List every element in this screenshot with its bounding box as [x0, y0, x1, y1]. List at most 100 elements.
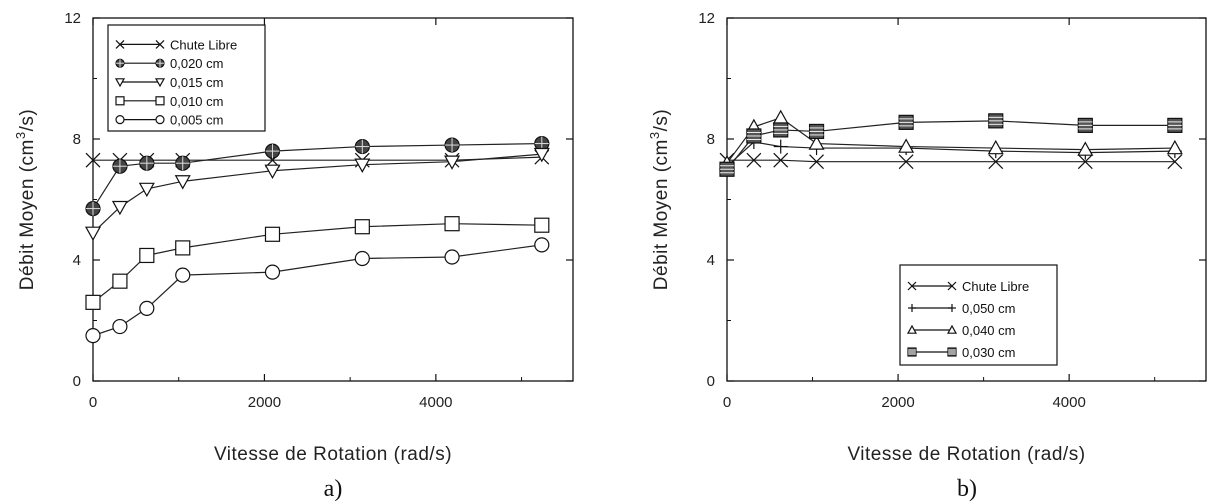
x-stroke [988, 154, 1004, 170]
x-stroke [1167, 154, 1183, 170]
y-tick-label: 12 [698, 10, 715, 27]
data-point [175, 155, 191, 171]
data-point [175, 240, 191, 256]
legend-entry: Chute Libre [170, 37, 237, 52]
data-point [1167, 154, 1183, 170]
triangle-shape [114, 78, 126, 88]
triangle-shape [898, 138, 915, 153]
triangle-shape [174, 175, 191, 190]
data-point [111, 200, 128, 216]
legend-marker [115, 39, 125, 49]
square-shape [264, 226, 281, 242]
triangle-shape [84, 226, 102, 242]
legend-marker [947, 281, 957, 291]
data-point [139, 155, 155, 171]
series-3 [719, 113, 1183, 177]
triangle-shape [444, 155, 461, 170]
legend-entry: Chute Libre [962, 279, 1029, 294]
x-axis-label: Vitesse de Rotation (rad/s) [214, 444, 452, 465]
data-point [772, 109, 789, 125]
x-tick-label: 0 [89, 394, 97, 411]
legend-marker [115, 114, 125, 125]
panel-label: a) [324, 476, 343, 501]
square-shape [175, 240, 191, 256]
x-stroke [809, 154, 824, 170]
triangle-shape [808, 135, 825, 150]
data-point [987, 139, 1004, 155]
data-point [264, 143, 281, 159]
legend-marker [948, 304, 956, 312]
data-point [1077, 117, 1093, 133]
y-tick-label: 4 [707, 252, 715, 269]
data-point [139, 300, 155, 316]
y-tick-label: 12 [64, 10, 81, 27]
triangle-shape [772, 109, 789, 125]
data-point [719, 161, 735, 177]
y-axis-label: Débit Moyen (cm3/s) [13, 109, 38, 290]
circle-shape [444, 249, 460, 265]
triangle-shape [264, 164, 281, 179]
series-3 [85, 216, 550, 310]
circle-shape [112, 318, 128, 335]
y-axis-label-main: Débit Moyen (cm [651, 139, 672, 290]
legend-entry: 0,040 cm [962, 323, 1015, 338]
x-stroke [115, 39, 125, 49]
x-stroke [907, 281, 917, 291]
square-shape [354, 219, 370, 235]
data-point [112, 273, 128, 289]
series-2 [84, 147, 550, 242]
data-point [773, 152, 789, 168]
data-point [1167, 117, 1183, 133]
triangle-shape [987, 139, 1004, 155]
data-point [444, 137, 460, 153]
y-tick-label: 0 [707, 373, 715, 390]
legend-marker [947, 347, 957, 357]
triangle-shape [154, 78, 166, 88]
x-stroke [155, 39, 165, 49]
y-axis-label-main: Débit Moyen (cm [17, 139, 38, 290]
series-1 [85, 135, 550, 217]
data-point [175, 267, 191, 283]
data-point [444, 155, 461, 170]
data-point [1166, 139, 1183, 155]
legend-marker [907, 347, 917, 357]
legend-entry: 0,015 cm [170, 75, 223, 90]
legend-marker [946, 324, 958, 334]
x-tick-label: 4000 [419, 394, 452, 411]
x-tick-label: 2000 [248, 394, 281, 411]
data-point [264, 164, 281, 179]
chart-panel-b: 0 4 8 12 0 2000 4000 Vitesse de Rotation (rad/s… [647, 10, 1207, 501]
series-4 [85, 237, 550, 344]
legend-marker [114, 78, 126, 88]
square-shape [139, 247, 155, 264]
y-axis-label: Débit Moyen (cm3/s) [647, 109, 672, 290]
data-point [534, 217, 550, 233]
series-0 [719, 152, 1183, 170]
x-tick-label: 4000 [1052, 394, 1085, 411]
legend-entry: 0,020 cm [170, 56, 223, 71]
triangle-shape [354, 158, 371, 173]
data-point [746, 152, 762, 168]
legend-marker [908, 304, 916, 312]
legend-marker [155, 114, 165, 125]
data-point [746, 128, 762, 144]
data-point [534, 237, 550, 253]
data-point [139, 247, 155, 264]
square-shape [534, 217, 550, 233]
legend-marker [115, 96, 125, 106]
data-point [898, 114, 914, 130]
data-point [84, 226, 102, 242]
y-tick-label: 8 [707, 131, 715, 148]
triangle-shape [533, 147, 550, 163]
series-line [92, 244, 542, 337]
legend-box [899, 264, 1058, 366]
triangle-shape [1077, 141, 1094, 156]
x-tick-label: 2000 [881, 394, 914, 411]
circle-shape [354, 250, 370, 267]
series-1 [720, 135, 1182, 174]
data-point [898, 138, 915, 153]
series-line [92, 142, 542, 209]
data-point [773, 122, 789, 138]
y-axis-label-end: /s) [17, 109, 38, 132]
x-axis-label: Vitesse de Rotation (rad/s) [847, 444, 1085, 465]
